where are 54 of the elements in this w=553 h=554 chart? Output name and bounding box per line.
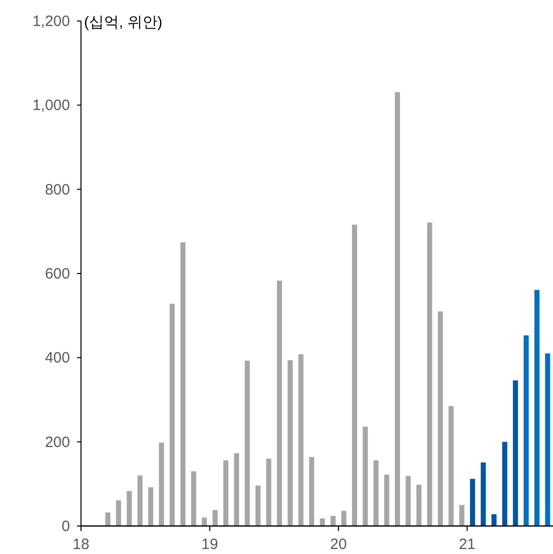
bar: [191, 471, 196, 526]
x-tick-label: 20: [330, 536, 347, 553]
y-tick-label: 800: [44, 181, 70, 198]
bar: [266, 458, 272, 526]
y-tick-label: 1,200: [32, 13, 70, 30]
bar: [158, 442, 164, 526]
bar: [384, 474, 390, 526]
bar: [502, 442, 508, 526]
bar: [448, 406, 454, 526]
bar: [223, 460, 228, 526]
bar: [309, 456, 314, 526]
bar: [244, 360, 250, 526]
bar: [170, 304, 175, 526]
bar: [116, 500, 122, 526]
bar: [126, 491, 132, 526]
bar: [459, 504, 464, 526]
bar: [341, 510, 346, 526]
bar: [276, 280, 282, 526]
x-tick-label: 19: [201, 536, 218, 553]
bar: [406, 476, 411, 526]
bar: [512, 380, 518, 526]
bar: [180, 242, 186, 526]
x-tick-label: 21: [458, 536, 476, 553]
bar: [148, 487, 154, 526]
bar: [416, 484, 422, 526]
bar: [105, 512, 110, 526]
bar: [524, 335, 529, 526]
bar: [234, 453, 240, 526]
bar: [288, 360, 293, 526]
bar: [362, 426, 368, 526]
bar: [373, 460, 379, 526]
y-tick-label: 1,000: [32, 97, 70, 114]
bar: [534, 290, 540, 526]
bar: [480, 462, 486, 526]
y-tick-label: 200: [44, 434, 70, 451]
y-tick-label: 400: [44, 350, 70, 367]
bar: [137, 476, 143, 526]
bar: [491, 514, 497, 526]
bar: [438, 311, 443, 526]
bar: [212, 510, 218, 526]
y-tick-label: 600: [44, 266, 70, 282]
bar: [255, 486, 261, 526]
y-tick-label: 0: [62, 518, 70, 535]
bar: [202, 518, 207, 526]
bar: [298, 354, 304, 526]
bar: [470, 478, 476, 526]
x-tick-label: 18: [72, 536, 90, 553]
y-axis-title: (십억, 위안): [84, 14, 162, 31]
bar: [320, 518, 325, 526]
bar: [330, 516, 336, 526]
bar: [545, 353, 550, 526]
bar: [427, 222, 432, 526]
bar: [394, 92, 400, 526]
bar: [352, 224, 358, 526]
